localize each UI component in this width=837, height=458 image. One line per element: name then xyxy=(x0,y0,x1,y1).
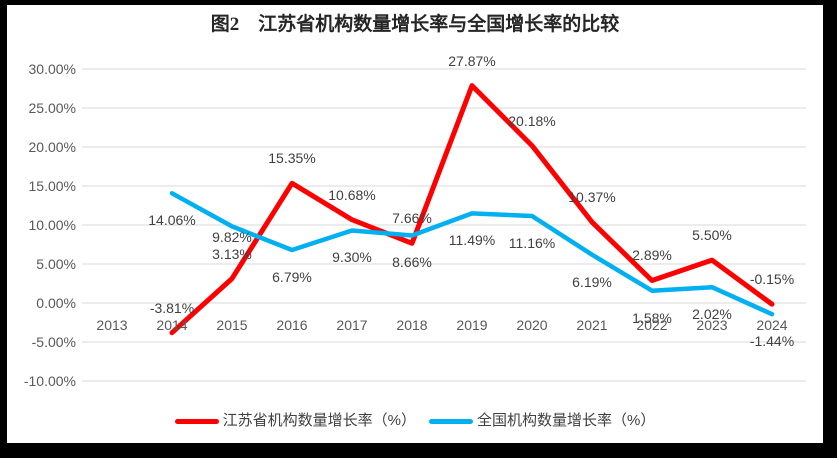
y-axis-tick-label: -5.00% xyxy=(31,334,76,350)
data-label-national: 14.06% xyxy=(148,212,196,228)
y-axis-tick-label: 0.00% xyxy=(36,295,76,311)
x-axis-tick-label: 2014 xyxy=(156,317,188,333)
x-axis-tick-label: 2022 xyxy=(636,317,668,333)
series-line-national xyxy=(169,191,775,317)
data-label-national: 8.66% xyxy=(392,254,432,270)
legend-item-jiangsu: 江苏省机构数量增长率（%） xyxy=(174,410,416,432)
x-axis-tick-label: 2020 xyxy=(516,317,548,333)
y-axis-tick-label: 20.00% xyxy=(28,139,76,155)
data-label-jiangsu: 5.50% xyxy=(692,227,732,243)
legend-item-national: 全国机构数量增长率（%） xyxy=(429,410,655,432)
chart-title: 图2 江苏省机构数量增长率与全国增长率的比较 xyxy=(210,14,620,35)
data-label-jiangsu: 10.37% xyxy=(568,189,616,205)
data-label-jiangsu: 27.87% xyxy=(448,53,496,69)
gridlines-group xyxy=(82,68,806,382)
series-line-jiangsu xyxy=(169,83,775,336)
x-axis-tick-label: 2021 xyxy=(576,317,608,333)
data-label-jiangsu: 10.68% xyxy=(328,187,376,203)
legend-label-national: 全国机构数量增长率（%） xyxy=(477,412,656,429)
x-axis-tick-label: 2016 xyxy=(276,317,308,333)
chart-background xyxy=(7,5,823,443)
data-label-national: 11.16% xyxy=(508,235,556,251)
data-label-jiangsu: 2.89% xyxy=(632,247,672,263)
y-axis-tick-label: 15.00% xyxy=(28,178,76,194)
data-label-national: 6.79% xyxy=(272,269,312,285)
y-axis-tick-label: 30.00% xyxy=(28,61,76,77)
data-label-jiangsu: 7.66% xyxy=(392,210,432,226)
x-axis-tick-label: 2024 xyxy=(756,317,788,333)
series-lines-group xyxy=(169,83,775,336)
y-axis-tick-label: 5.00% xyxy=(36,256,76,272)
data-label-jiangsu: 15.35% xyxy=(268,150,316,166)
data-label-national: 9.82% xyxy=(212,229,252,245)
y-axis-tick-label: 25.00% xyxy=(28,100,76,116)
data-label-national: -1.44% xyxy=(749,333,795,349)
legend-line-swatch-national xyxy=(429,418,473,424)
legend: 江苏省机构数量增长率（%） 全国机构数量增长率（%） xyxy=(7,409,823,433)
data-label-jiangsu: -0.15% xyxy=(749,271,795,287)
legend-label-jiangsu: 江苏省机构数量增长率（%） xyxy=(222,412,416,429)
data-label-jiangsu: 3.13% xyxy=(212,246,252,262)
data-label-national: 11.49% xyxy=(448,232,496,248)
x-axis-tick-label: 2023 xyxy=(696,317,728,333)
data-label-national: 9.30% xyxy=(332,249,372,265)
data-label-jiangsu: 20.18% xyxy=(508,113,556,129)
x-axis-tick-label: 2018 xyxy=(396,317,428,333)
x-axis-tick-label: 2013 xyxy=(96,317,128,333)
data-label-national: 6.19% xyxy=(572,274,612,290)
x-axis-tick-label: 2019 xyxy=(456,317,488,333)
data-label-jiangsu: -3.81% xyxy=(149,300,195,316)
data-label-national: 1.58% xyxy=(632,310,672,326)
legend-line-swatch-jiangsu xyxy=(174,418,219,424)
x-axis-tick-label: 2015 xyxy=(216,317,248,333)
data-label-national: 2.02% xyxy=(692,306,732,322)
x-axis-tick-label: 2017 xyxy=(336,317,368,333)
y-axis-tick-label: -10.00% xyxy=(23,373,76,389)
y-axis-tick-label: 10.00% xyxy=(28,217,76,233)
